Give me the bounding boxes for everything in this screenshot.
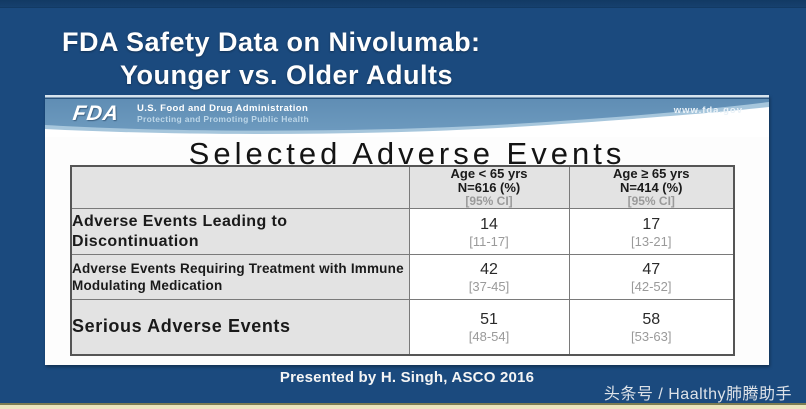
value-number: 51 (480, 310, 498, 328)
col-header-age-under-65: Age < 65 yrs N=616 (%) [95% CI] (408, 165, 570, 209)
col-header-ci-label: [95% CI] (627, 194, 675, 208)
row-label: Adverse Events Requiring Treatment with … (70, 254, 410, 300)
header-wave-graphic (45, 95, 769, 137)
value-number: 42 (480, 261, 498, 278)
fda-agency-name: U.S. Food and Drug Administration (137, 103, 309, 114)
row-label: Serious Adverse Events (70, 299, 410, 355)
col-header-n-label: N=616 (%) (457, 180, 521, 195)
fda-agency-block: U.S. Food and Drug Administration Protec… (137, 103, 309, 125)
table-row-discontinuation: Adverse Events Leading to Discontinuatio… (70, 208, 735, 255)
col-header-ci-label: [95% CI] (465, 194, 513, 208)
value-ci: [13-21] (631, 233, 672, 249)
fda-logo: FDA (71, 102, 121, 125)
col-header-age-65-plus: Age ≥ 65 yrs N=414 (%) [95% CI] (568, 165, 735, 209)
value-number: 58 (642, 310, 661, 328)
adverse-events-table: Age < 65 yrs N=616 (%) [95% CI] Age ≥ 65… (70, 165, 735, 356)
value-number: 47 (642, 261, 661, 278)
value-number: 14 (480, 215, 498, 233)
table-row-serious-adverse-events: Serious Adverse Events 51 [48-54] 58 [53… (70, 299, 735, 355)
empty-header-cell (70, 165, 410, 209)
value-ci: [48-54] (468, 328, 510, 344)
row-label: Adverse Events Leading to Discontinuatio… (70, 208, 410, 255)
value-cell: 58 [53-63] (568, 299, 735, 355)
value-cell: 47 [42-52] (568, 254, 735, 300)
attribution-text: Presented by H. Singh, ASCO 2016 (279, 369, 535, 386)
top-border-strip (0, 0, 806, 8)
value-cell: 17 [13-21] (568, 208, 735, 255)
col-header-n-label: N=414 (%) (620, 180, 683, 195)
col-header-age-label: Age < 65 yrs (450, 166, 528, 181)
bottom-cream-strip (0, 403, 806, 409)
value-number: 17 (642, 215, 661, 233)
col-header-age-label: Age ≥ 65 yrs (612, 166, 690, 181)
table-header-row: Age < 65 yrs N=616 (%) [95% CI] Age ≥ 65… (70, 165, 735, 209)
value-cell: 42 [37-45] (408, 254, 570, 300)
fda-slide-panel: FDA U.S. Food and Drug Administration Pr… (45, 95, 769, 365)
value-ci: [37-45] (468, 279, 510, 294)
watermark-text: 头条号 / Haalthy肺腾助手 (603, 386, 792, 403)
slide-title-line1: FDA Safety Data on Nivolumab: (62, 27, 481, 57)
fda-agency-tagline: Protecting and Promoting Public Health (137, 114, 309, 124)
value-ci: [53-63] (631, 328, 672, 344)
fda-website-link[interactable]: www.fda.gov (673, 105, 743, 116)
table-row-immune-modulating: Adverse Events Requiring Treatment with … (70, 254, 735, 300)
slide-title-line2: Younger vs. Older Adults (120, 60, 454, 90)
value-cell: 51 [48-54] (408, 299, 570, 355)
value-cell: 14 [11-17] (408, 208, 570, 255)
value-ci: [42-52] (631, 279, 672, 294)
slide-title: FDA Safety Data on Nivolumab: Younger vs… (62, 26, 481, 92)
fda-header-bar: FDA U.S. Food and Drug Administration Pr… (45, 95, 769, 137)
value-ci: [11-17] (469, 233, 509, 249)
